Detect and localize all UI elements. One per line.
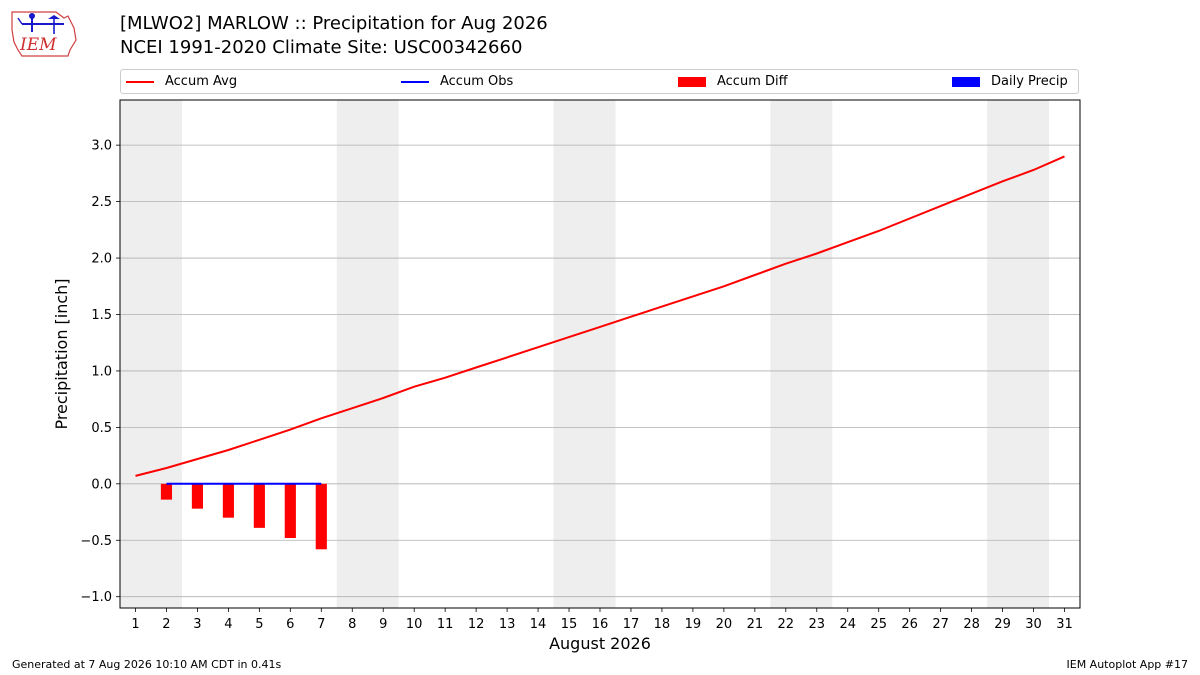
- legend-swatch-accum-avg: [126, 80, 154, 83]
- legend-swatch-accum-diff: [678, 76, 706, 87]
- x-tick-label: 2: [162, 617, 170, 632]
- x-tick-label: 22: [778, 617, 795, 632]
- x-tick-label: 12: [468, 617, 485, 632]
- x-tick-label: 11: [437, 617, 454, 632]
- x-tick-label: 24: [839, 617, 856, 632]
- legend-label-accum-diff: Accum Diff: [717, 74, 788, 89]
- weekend-shade: [120, 100, 182, 608]
- y-tick-label: 1.5: [91, 308, 112, 323]
- y-tick-label: −1.0: [80, 590, 112, 605]
- y-axis-label: Precipitation [inch]: [52, 278, 71, 429]
- x-tick-label: 7: [317, 617, 325, 632]
- y-tick-label: −0.5: [80, 534, 112, 549]
- legend-label-accum-avg: Accum Avg: [165, 74, 238, 89]
- x-tick-label: 6: [286, 617, 294, 632]
- plot-frame: [119, 99, 1081, 609]
- x-tick-label: 3: [193, 617, 201, 632]
- x-tick-label: 10: [406, 617, 423, 632]
- weekend-shade: [336, 100, 399, 608]
- legend-label-daily-precip: Daily Precip: [991, 74, 1068, 89]
- chart-legend: Accum Avg Accum Obs Accum Diff Daily Pre…: [120, 69, 1079, 94]
- x-tick-label: 21: [747, 617, 764, 632]
- chart-subtitle: NCEI 1991-2020 Climate Site: USC00342660: [120, 37, 523, 58]
- y-tick-label: 0.5: [91, 421, 112, 436]
- legend-item-accum-obs: Accum Obs: [401, 73, 513, 91]
- accum-diff-bar: [222, 483, 234, 518]
- y-tick-label: 0.0: [91, 477, 112, 492]
- x-tick-label: 29: [994, 617, 1011, 632]
- x-tick-label: 15: [561, 617, 578, 632]
- legend-item-accum-diff: Accum Diff: [678, 73, 788, 91]
- x-axis-label: August 2026: [549, 634, 651, 653]
- accum-diff-bar: [191, 483, 203, 509]
- accum-diff-bar: [160, 483, 173, 500]
- x-tick-label: 13: [499, 617, 516, 632]
- logo-text: IEM: [19, 35, 57, 55]
- x-tick-label: 1: [131, 617, 139, 632]
- x-tick-label: 5: [255, 617, 263, 632]
- x-tick-label: 18: [654, 617, 671, 632]
- legend-item-daily-precip: Daily Precip: [952, 73, 1068, 91]
- x-tick-label: 17: [623, 617, 640, 632]
- x-tick-label: 30: [1025, 617, 1042, 632]
- x-tick-label: 4: [224, 617, 232, 632]
- footer-generated: Generated at 7 Aug 2026 10:10 AM CDT in …: [12, 658, 282, 671]
- accum-avg-line: [135, 155, 1065, 477]
- footer-app: IEM Autoplot App #17: [1066, 658, 1189, 671]
- legend-swatch-daily-precip: [952, 76, 980, 87]
- x-tick-label: 8: [348, 617, 356, 632]
- x-tick-label: 20: [716, 617, 733, 632]
- weekend-shade: [553, 100, 616, 608]
- y-tick-label: 2.5: [91, 195, 112, 210]
- legend-item-accum-avg: Accum Avg: [126, 73, 237, 91]
- x-tick-label: 16: [592, 617, 609, 632]
- x-tick-label: 28: [963, 617, 980, 632]
- weekend-shade: [770, 100, 833, 608]
- weekend-shade: [987, 100, 1050, 608]
- x-tick-label: 31: [1056, 617, 1073, 632]
- y-tick-label: 1.0: [91, 364, 112, 379]
- x-tick-label: 14: [530, 617, 547, 632]
- x-tick-label: 9: [379, 617, 387, 632]
- chart-title: [MLWO2] MARLOW :: Precipitation for Aug …: [120, 13, 548, 34]
- x-tick-label: 19: [685, 617, 702, 632]
- y-tick-label: 2.0: [91, 252, 112, 267]
- y-tick-label: 3.0: [91, 139, 112, 154]
- legend-swatch-accum-obs: [401, 80, 429, 83]
- accum-diff-bar: [253, 483, 265, 528]
- iem-logo-icon: IEM: [11, 11, 77, 57]
- accum-diff-bar: [315, 483, 327, 550]
- accum-diff-bar: [284, 483, 296, 539]
- legend-label-accum-obs: Accum Obs: [440, 74, 514, 89]
- x-tick-label: 27: [932, 617, 949, 632]
- x-tick-label: 25: [870, 617, 887, 632]
- x-tick-label: 26: [901, 617, 918, 632]
- x-tick-label: 23: [809, 617, 826, 632]
